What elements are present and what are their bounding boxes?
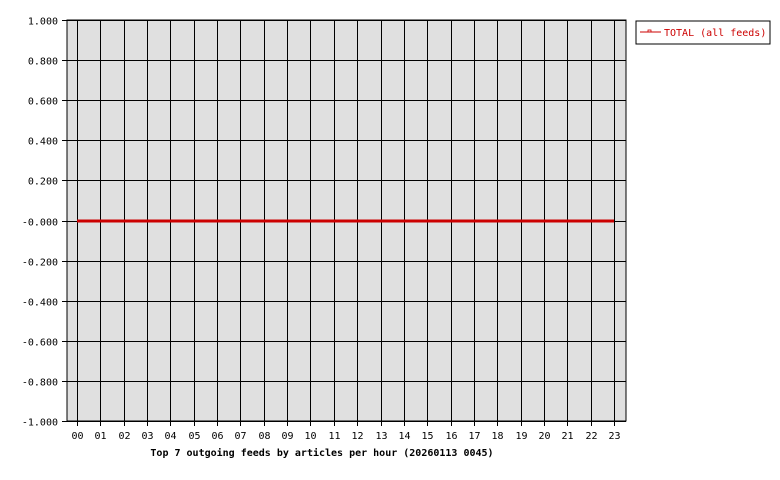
- y-tick-label: 0.600: [28, 97, 58, 108]
- y-tick-label: 0.200: [28, 177, 58, 188]
- x-tick-label: 18: [491, 431, 503, 442]
- x-tick-label: 23: [608, 431, 620, 442]
- x-tick-label: 14: [398, 431, 410, 442]
- x-tick-label: 06: [211, 431, 223, 442]
- x-tick-label: 00: [71, 431, 83, 442]
- legend-marker: [647, 29, 652, 33]
- x-tick-label: 10: [304, 431, 316, 442]
- x-tick-label: 22: [585, 431, 597, 442]
- y-tick-label: 0.400: [28, 137, 58, 148]
- x-axis: 00 01 02 03 04 05 06 07 08 09 10 11 12 13 14 15 16 17 18 19…: [71, 421, 621, 442]
- x-tick-label: 03: [141, 431, 153, 442]
- y-tick-label: -1.000: [22, 418, 58, 429]
- x-tick-label: 12: [351, 431, 363, 442]
- y-tick-label: 0.800: [28, 57, 58, 68]
- chart-title: Top 7 outgoing feeds by articles per hou…: [150, 447, 493, 459]
- x-tick-label: 21: [561, 431, 573, 442]
- x-tick-label: 09: [281, 431, 293, 442]
- x-tick-label: 11: [328, 431, 340, 442]
- y-tick-label: -0.600: [22, 338, 58, 349]
- y-tick-label: -0.400: [22, 298, 58, 309]
- y-tick-label: -0.800: [22, 378, 58, 389]
- x-tick-label: 01: [94, 431, 106, 442]
- legend: TOTAL (all feeds): [635, 20, 771, 45]
- x-tick-label: 07: [234, 431, 246, 442]
- x-tick-label: 05: [188, 431, 200, 442]
- x-tick-label: 20: [538, 431, 550, 442]
- x-tick-label: 16: [445, 431, 457, 442]
- x-tick-label: 02: [118, 431, 130, 442]
- y-axis: 1.000 0.800 0.600 0.400 0.200 -0.000 -0.200 -0.…: [22, 17, 67, 429]
- legend-box: [635, 20, 771, 45]
- legend-label: TOTAL (all feeds): [664, 28, 766, 39]
- x-tick-label: 19: [515, 431, 527, 442]
- y-tick-label: -0.000: [22, 218, 58, 229]
- x-tick-label: 04: [164, 431, 176, 442]
- x-tick-label: 15: [421, 431, 433, 442]
- y-tick-label: 1.000: [28, 17, 58, 28]
- y-tick-label: -0.200: [22, 258, 58, 269]
- x-tick-label: 17: [468, 431, 480, 442]
- x-tick-label: 08: [258, 431, 270, 442]
- x-tick-label: 13: [375, 431, 387, 442]
